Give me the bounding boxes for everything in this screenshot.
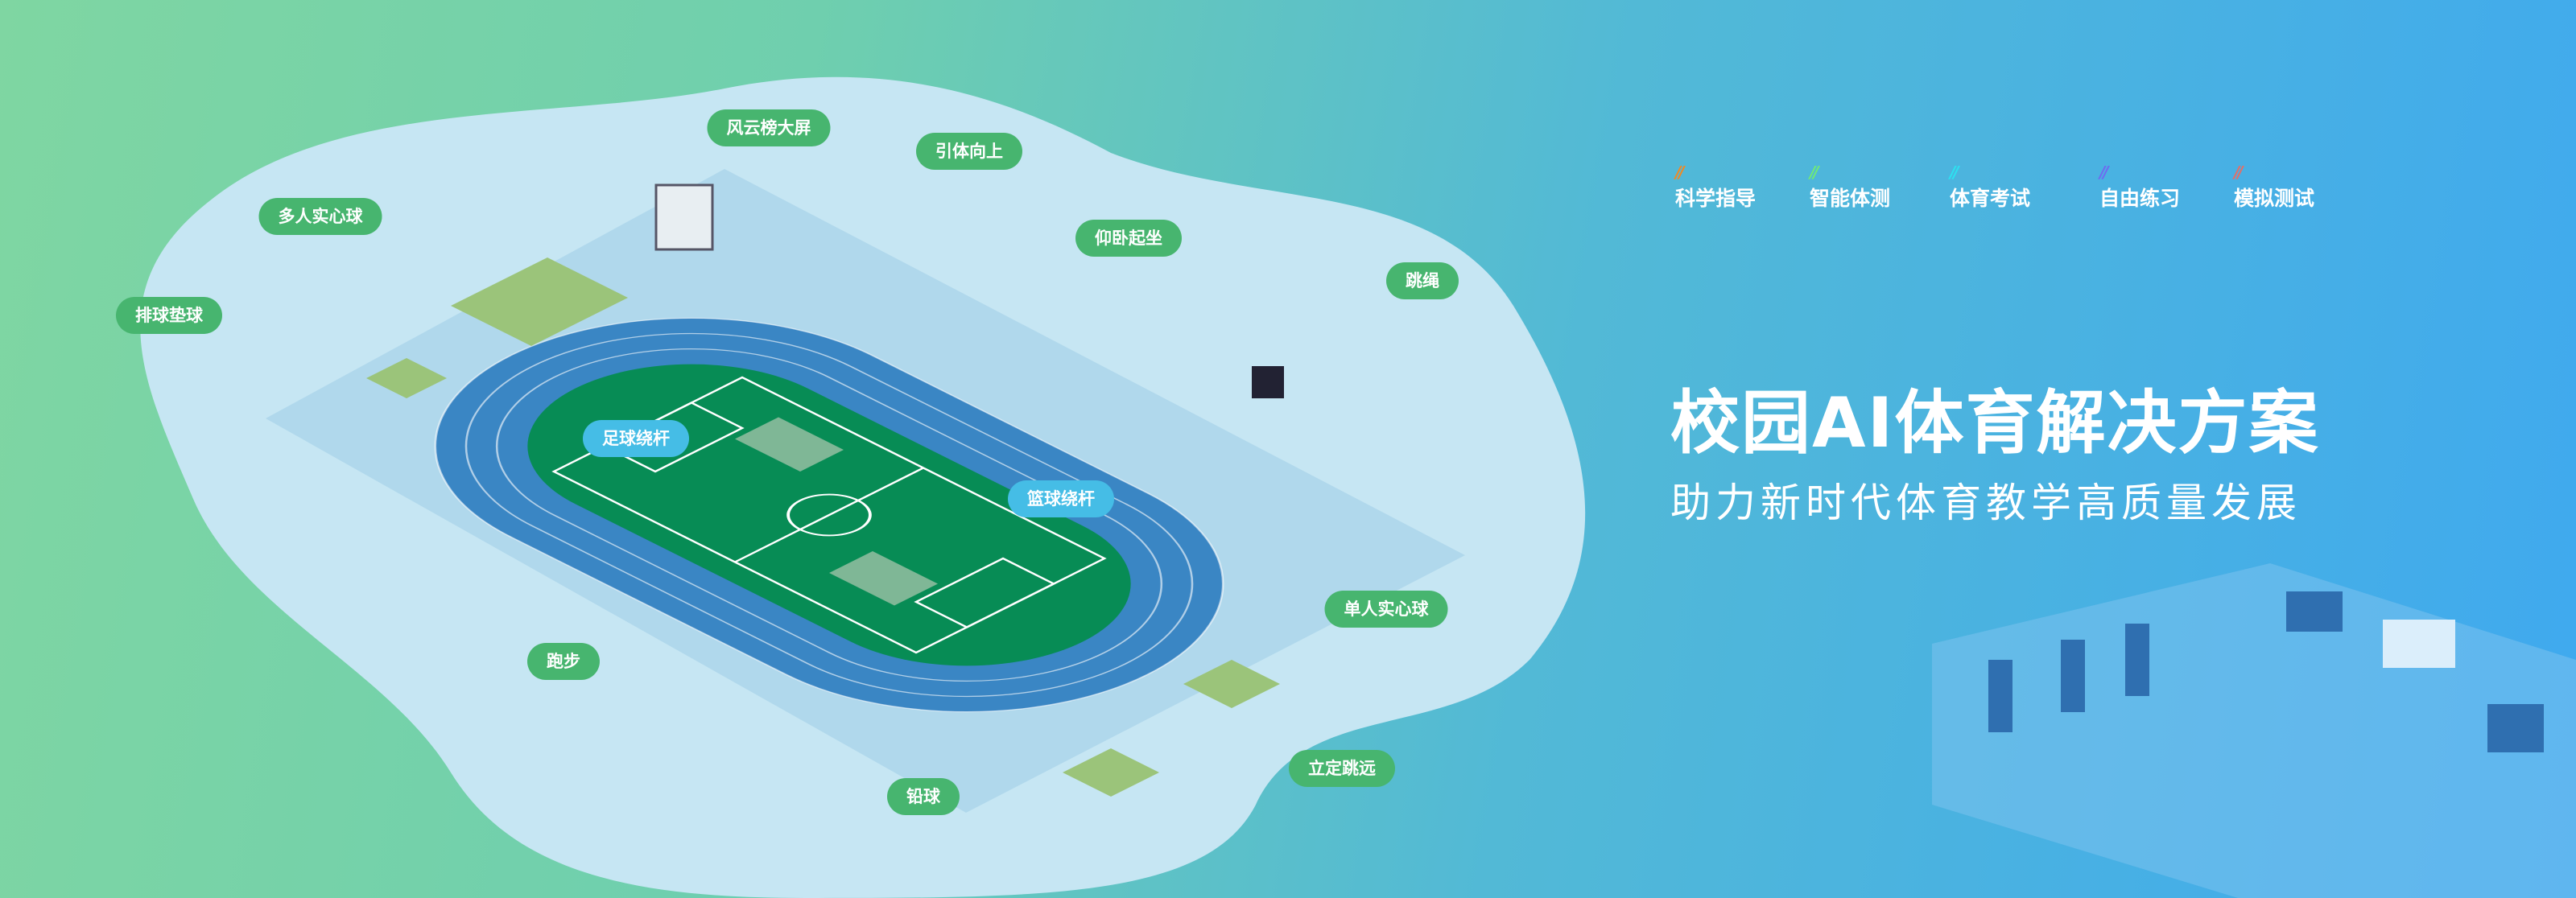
station-football[interactable]: 足球绕杆 — [583, 420, 689, 457]
station-single-ball[interactable]: 单人实心球 — [1324, 591, 1448, 628]
feature-tag: //模拟测试 — [2234, 163, 2315, 210]
station-basketball[interactable]: 篮球绕杆 — [1008, 480, 1114, 517]
station-running[interactable]: 跑步 — [527, 643, 600, 680]
station-pullup[interactable]: 引体向上 — [916, 133, 1022, 170]
feature-tag: //科学指导 — [1675, 163, 1757, 210]
station-leaderboard[interactable]: 风云榜大屏 — [707, 109, 831, 146]
feature-tag: //智能体测 — [1810, 163, 1891, 210]
station-long-jump[interactable]: 立定跳远 — [1289, 750, 1395, 787]
quote-icon: // — [2234, 163, 2244, 182]
station-volleyball[interactable]: 排球垫球 — [116, 297, 222, 334]
classroom-illustration — [1932, 563, 2576, 898]
feature-tag: //体育考试 — [1950, 163, 2031, 210]
quote-icon: // — [1675, 163, 1685, 182]
hero-subtitle: 助力新时代体育教学高质量发展 — [1670, 480, 2301, 526]
leaderboard-screen — [654, 183, 714, 251]
feature-tag: //自由练习 — [2099, 163, 2181, 210]
quote-icon: // — [1810, 163, 1819, 182]
hero-title: 校园AI体育解决方案 — [1670, 383, 2320, 463]
quote-icon: // — [1950, 163, 1959, 182]
station-rope[interactable]: 跳绳 — [1386, 262, 1459, 299]
quote-icon: // — [2099, 163, 2109, 182]
station-shot-put[interactable]: 铅球 — [887, 778, 960, 815]
station-situp[interactable]: 仰卧起坐 — [1075, 220, 1182, 257]
station-multi-ball[interactable]: 多人实心球 — [258, 198, 382, 235]
